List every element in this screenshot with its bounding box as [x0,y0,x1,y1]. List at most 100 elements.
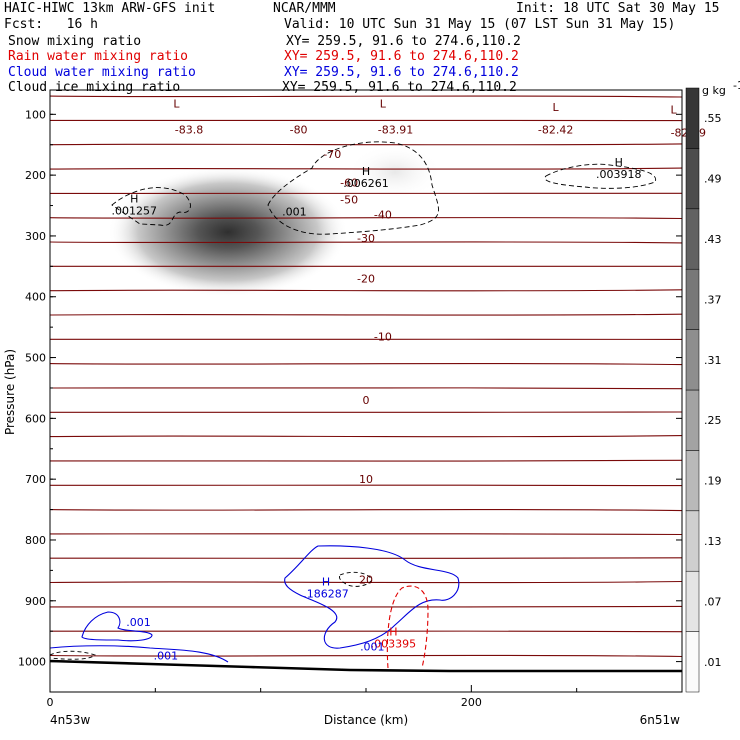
cloud-ice-contour-2 [267,141,439,235]
temperature-contour-label: -83.91 [378,124,413,137]
isotherm-line [50,95,682,98]
isotherm-line [50,459,682,462]
cloud-ice-contour-3 [544,163,656,189]
mixing-contour-label: .001 [360,640,385,653]
colorbar-label: .49 [704,173,722,186]
y-tick-label: 900 [25,595,46,608]
model-title: HAIC-HIWC 13km ARW-GFS init [4,1,216,16]
isotherm-line [50,143,682,146]
temperature-low-marker: L [380,97,387,110]
colorbar-label: .43 [704,233,722,246]
temperature-contour-label: -80 [290,124,308,137]
y-tick-label: 700 [25,473,46,486]
isotherm-line [50,557,682,559]
mixing-contour-label: .001 [126,616,151,629]
temperature-contour-label: 20 [359,574,373,587]
colorbar-unit-exponent: -1 [733,79,740,92]
rain-water-contour [386,585,429,669]
y-tick-label: 200 [25,169,46,182]
temperature-contour-label: -30 [357,232,375,245]
y-tick-label: 600 [25,412,46,425]
isotherm-line [50,216,682,220]
field-cloudice-xy: XY= 259.5, 91.6 to 274.6,110.2 [282,80,517,95]
temperature-low-marker: L [553,101,560,114]
temperature-contour-label: -60 [340,176,358,189]
temperature-contour-label: -20 [357,273,375,286]
right-endpoint: 6n51w [640,713,681,727]
temperature-contour-label: -50 [340,193,358,206]
temperature-contour-label: 0 [363,394,370,407]
y-tick-label: 100 [25,108,46,121]
field-rain-xy: XY= 259.5, 91.6 to 274.6,110.2 [284,49,519,64]
temperature-contour-label: 10 [359,473,373,486]
extremum-value: .001257 [112,205,158,218]
isotherm-line [50,313,682,316]
x-tick-label: 0 [47,696,54,709]
colorbar-swatch [685,510,700,572]
field-cloudwater-xy: XY= 259.5, 91.6 to 274.6,110.2 [284,65,519,80]
colorbar-swatch [685,87,700,149]
colorbar-swatch [685,148,700,210]
snow-maximum-core [108,167,348,297]
extremum-value: .006261 [343,177,389,190]
colorbar-label: .07 [704,595,722,608]
valid-time: Valid: 10 UTC Sun 31 May 15 (07 LST Sun … [284,17,676,32]
colorbar-label: .01 [704,656,722,669]
chart-annotations: -83.8-80-83.91-82.42-82.29-70-60-50-40-3… [112,97,707,662]
colorbar-label: .19 [704,475,722,488]
temperature-contour-label: -10 [374,330,392,343]
isotherm-line [50,362,682,366]
isotherm-line [50,387,682,390]
isotherm-line [50,241,682,244]
colorbar-swatch [685,208,700,270]
isotherm-line [50,508,682,512]
isotherm-line [50,289,682,292]
extremum-marker: H [130,193,138,206]
colorbar-label: .55 [704,112,722,125]
temperature-low-marker: L [173,97,180,110]
init-time: Init: 18 UTC Sat 30 May 15 [516,1,720,16]
mixing-contour-label: .001 [154,650,179,663]
x-axis-label: Distance (km) [324,713,408,727]
x-tick-label: 200 [461,696,482,709]
extremum-value: .003395 [371,637,417,650]
y-axis-label: Pressure (hPa) [3,349,17,435]
snow-maximum-weak [347,144,443,200]
colorbar-swatch [685,631,700,693]
colorbar-swatch [685,450,700,512]
colorbar: .01 .07 .13 .19 .25 .31 .37 .43 .49 .55 g kg -1 [685,79,740,693]
colorbar-swatch [685,329,700,391]
colorbar-swatch [685,570,700,632]
terrain-line [49,659,682,673]
field-snow-name: Snow mixing ratio [8,34,142,49]
snow-shading [108,144,443,297]
isotherm-line [50,435,682,438]
temperature-contour-label: -70 [323,148,341,161]
isotherm-line [50,580,682,584]
field-rain-name: Rain water mixing ratio [8,49,189,64]
left-endpoint: 4n53w [50,713,91,727]
colorbar-label: .31 [704,354,722,367]
cloud-ice-contour-1 [111,187,191,226]
y-tick-label: 1000 [18,656,46,669]
isotherm-line [50,654,682,658]
temperature-low-marker: L [671,103,678,116]
cloud-water-contour-main [284,545,460,649]
colorbar-label: .13 [704,535,722,548]
cloud-water-contour-left-2 [50,645,229,663]
y-tick-label: 300 [25,230,46,243]
field-snow-xy: XY= 259.5, 91.6 to 274.6,110.2 [286,34,521,49]
mixing-contour-label: .001 [282,206,307,219]
colorbar-swatch [685,389,700,451]
temperature-contours [50,95,682,658]
isotherm-line [50,630,682,633]
cloud-water-contour-left-1 [81,611,153,642]
cloud-water-contour-left-3 [50,650,96,660]
y-tick-label: 800 [25,534,46,547]
temperature-contour-label: -40 [374,209,392,222]
extremum-marker: H [615,156,623,169]
y-tick-label: 400 [25,291,46,304]
temperature-contour-label: -82.42 [538,124,573,137]
